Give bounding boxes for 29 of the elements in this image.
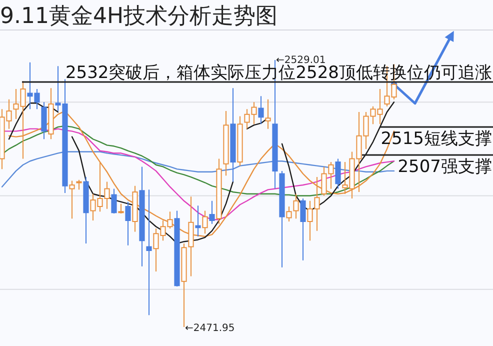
annotation: ←2471.95 — [185, 323, 235, 334]
chart-title: 9.11黄金4H技术分析走势图 — [0, 4, 278, 29]
candlestick — [76, 179, 82, 190]
candlestick — [139, 166, 145, 267]
candlestick — [258, 96, 264, 125]
candlestick — [209, 200, 215, 224]
candlestick — [300, 198, 306, 261]
candlestick — [174, 210, 180, 288]
candlestick — [286, 206, 292, 222]
candlestick — [293, 193, 299, 220]
candlestick — [83, 176, 89, 244]
candlestick — [230, 88, 236, 182]
candlestick — [237, 116, 243, 166]
candlestick — [223, 110, 229, 176]
candlestick — [335, 158, 341, 190]
candlestick — [216, 158, 222, 224]
candlestick — [146, 189, 152, 316]
annotation: ←2529.01 — [276, 55, 326, 66]
candlestick — [202, 210, 208, 234]
candlestick — [125, 201, 131, 246]
candlestick — [69, 180, 75, 220]
candlestick — [279, 170, 285, 268]
candlestick — [118, 203, 124, 214]
candlestick — [41, 102, 47, 140]
ref-line-label: 2507强支撑 — [398, 157, 492, 178]
candlestick — [195, 205, 201, 237]
candlestick — [265, 98, 271, 130]
candlestick — [111, 188, 117, 214]
candlestick — [132, 185, 138, 232]
